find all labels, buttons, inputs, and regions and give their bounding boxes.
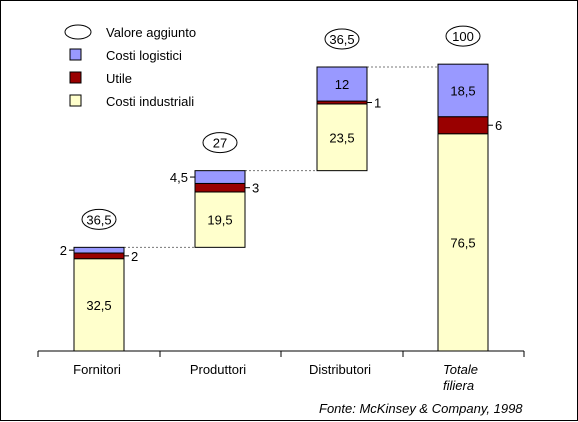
bars: 32,5 2 2 36,5 19,5 3 4,5 27 23,5 1 12 36,5 76,5 6 18,5… xyxy=(60,25,502,352)
data-label-utile-totale-filiera: 6 xyxy=(495,118,502,133)
data-label-costi_logistici-produttori: 4,5 xyxy=(170,170,188,185)
data-label-utile-fornitori: 2 xyxy=(131,249,138,264)
data-label-costi_logistici-fornitori: 2 xyxy=(60,243,67,258)
data-label-costi_logistici-totale-filiera: 18,5 xyxy=(450,83,475,98)
valore-aggiunto-label-totale-filiera: 100 xyxy=(452,29,474,44)
data-label-costi_industriali-distributori: 23,5 xyxy=(329,130,354,145)
legend-swatch-costi-logistici xyxy=(69,48,82,61)
valore-aggiunto-label-produttori: 27 xyxy=(213,136,227,151)
bar-costi_logistici-produttori xyxy=(194,170,246,184)
valore-aggiunto-ellipse-distributori xyxy=(324,28,360,50)
x-tick-label-totale-filiera-0: Totale xyxy=(443,362,478,377)
valore-aggiunto-label-distributori: 36,5 xyxy=(329,32,354,47)
x-tick-label-fornitori: Fornitori xyxy=(73,362,121,377)
valore-aggiunto-ellipse-produttori xyxy=(202,132,238,154)
bar-utile-totale-filiera xyxy=(437,116,489,135)
bar-costi_logistici-totale-filiera xyxy=(437,63,489,118)
legend-label-costi-logistici: Costi logistici xyxy=(106,48,182,63)
source-note: Fonte: McKinsey & Company, 1998 xyxy=(319,401,523,416)
bar-utile-produttori xyxy=(194,182,246,193)
x-axis: Fornitori Produttori Distributori Totalefil… xyxy=(37,350,525,393)
legend-label-valore-aggiunto: Valore aggiunto xyxy=(106,25,196,40)
valore-aggiunto-ellipse-fornitori xyxy=(81,208,117,230)
legend-swatch-costi-industriali xyxy=(69,94,82,107)
data-label-utile-distributori: 1 xyxy=(374,96,381,111)
valore-aggiunto-label-fornitori: 36,5 xyxy=(86,212,111,227)
bar-costi_industriali-totale-filiera xyxy=(437,133,489,352)
data-label-costi_industriali-totale-filiera: 76,5 xyxy=(450,235,475,250)
x-tick-label-produttori: Produttori xyxy=(190,362,246,377)
legend-swatch-valore-aggiunto xyxy=(64,24,92,40)
bar-utile-fornitori xyxy=(73,252,125,260)
valore-aggiunto-ellipse-totale-filiera xyxy=(445,25,481,47)
data-label-costi_logistici-distributori: 12 xyxy=(335,77,349,92)
bar-costi_logistici-fornitori xyxy=(73,246,125,254)
legend-label-utile: Utile xyxy=(106,71,132,86)
bar-costi_logistici-distributori xyxy=(316,66,368,102)
legend: Valore aggiunto Costi logistici Utile Costi… xyxy=(64,24,196,109)
data-label-costi_industriali-fornitori: 32,5 xyxy=(86,298,111,313)
legend-swatch-utile xyxy=(69,71,82,84)
connector-lines xyxy=(124,66,438,248)
data-label-utile-produttori: 3 xyxy=(252,181,259,196)
data-label-costi_industriali-produttori: 19,5 xyxy=(207,213,232,228)
x-tick-label-distributori: Distributori xyxy=(309,362,371,377)
x-tick-label-totale-filiera-1: filiera xyxy=(443,378,474,393)
legend-label-costi-industriali: Costi industriali xyxy=(106,94,194,109)
